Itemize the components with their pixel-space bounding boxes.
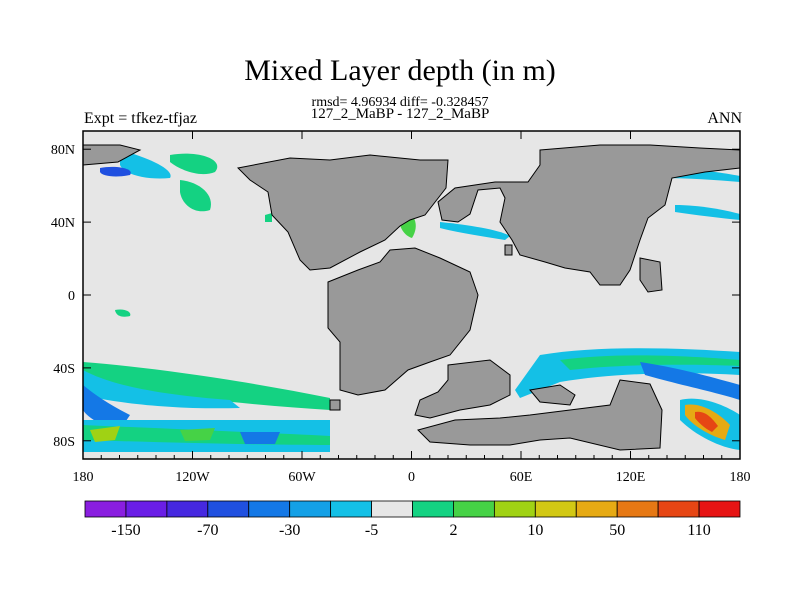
y-tick-label: 0 [68,289,75,304]
anomaly-patch [115,309,131,317]
chart-title: Mixed Layer depth (in m) [244,54,556,87]
x-tick-label: 60W [288,470,316,485]
anomaly-patch [83,370,240,409]
colorbar-swatch [657,500,700,518]
anomaly-patch [83,385,130,430]
colorbar-swatch [207,500,250,518]
y-tick-label: 80N [51,143,75,158]
season-label: ANN [707,110,742,127]
land-mass [437,144,740,286]
anomaly-patch [100,166,131,177]
colorbar-swatch [289,500,332,518]
x-axis: 180 120W 60W 0 60E 120E 180 [73,131,751,485]
land-mass [329,399,341,411]
anomaly-patch [265,213,272,222]
land-mass [414,359,511,419]
land-masses [83,144,740,451]
anomaly-patch [180,428,215,441]
anomaly-patch [440,222,510,240]
anomaly-patch [560,355,740,370]
anomaly-patch [240,432,280,444]
x-tick-label: 120W [175,470,210,485]
colorbar-swatch [84,500,127,518]
stats-text: rmsd= 4.96934 diff= -0.328457 [311,95,489,110]
colorbar-swatch [412,500,454,518]
land-mass [504,244,513,256]
anomaly-patch [170,153,218,175]
x-tick-label: 180 [73,470,94,485]
colorbar-swatch [453,500,495,518]
colorbar-label: -70 [197,522,218,539]
colorbar-label: 110 [687,522,710,539]
colorbar-label: 10 [527,522,543,539]
colorbar-swatch [248,500,291,518]
colorbar-swatch [371,500,413,518]
y-tick-label: 80S [53,435,75,450]
colorbar-label: -30 [279,522,300,539]
x-tick-label: 60E [510,470,533,485]
y-tick-label: 40S [53,362,75,377]
land-mass [83,144,142,166]
land-mass [236,154,449,271]
anomaly-patch [120,150,171,179]
anomaly-patch [675,205,740,220]
colorbar: -150 -70 -30 -5 2 10 50 110 [84,500,741,539]
anomaly-patch [83,362,330,410]
colorbar-label: -5 [365,522,378,539]
anomaly-patch [90,426,120,442]
colorbar-swatch [166,500,209,518]
colorbar-swatch [698,500,741,518]
experiment-label: Expt = tfkez-tfjaz [84,110,197,127]
x-tick-label: 0 [408,470,415,485]
y-axis: 80N 40N 0 40S 80S [51,143,740,450]
anomaly-patch [180,180,211,212]
land-mass [639,257,663,293]
colorbar-swatch [125,500,168,518]
colorbar-swatch [616,500,659,518]
y-tick-label: 40N [51,216,75,231]
colorbar-swatch [575,500,618,518]
colorbar-swatch [330,500,372,518]
land-mass [529,384,576,406]
colorbar-swatch [493,500,536,518]
anomaly-patch [695,411,718,432]
colorbar-swatch [534,500,577,518]
chart-subtitle: 127_2_MaBP - 127_2_MaBP [310,106,490,122]
colorbar-label: 2 [449,522,457,539]
colorbar-label: 50 [609,522,625,539]
colorbar-label: -150 [111,522,140,539]
land-mass [417,379,663,451]
land-mass [327,247,479,396]
x-tick-label: 120E [616,470,646,485]
anomaly-patch [640,362,740,400]
x-tick-label: 180 [730,470,751,485]
